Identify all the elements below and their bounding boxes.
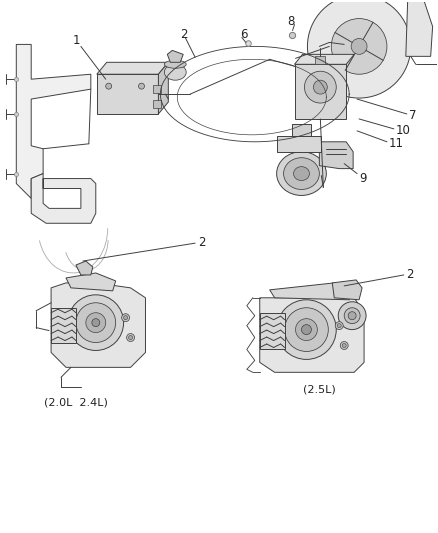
Text: 9: 9 [359, 172, 367, 185]
Text: 11: 11 [389, 138, 404, 150]
Ellipse shape [164, 64, 186, 80]
Circle shape [340, 342, 348, 350]
Circle shape [285, 308, 328, 351]
Circle shape [106, 83, 112, 89]
Circle shape [76, 303, 116, 343]
Circle shape [301, 325, 311, 335]
Polygon shape [294, 64, 346, 119]
Circle shape [68, 295, 124, 351]
Polygon shape [51, 308, 76, 343]
Text: 7: 7 [409, 109, 416, 123]
Circle shape [342, 343, 346, 348]
Text: 10: 10 [396, 124, 411, 138]
Polygon shape [260, 298, 364, 373]
Circle shape [277, 300, 336, 359]
Ellipse shape [283, 158, 319, 190]
Circle shape [331, 19, 387, 74]
Ellipse shape [277, 152, 326, 196]
Ellipse shape [293, 167, 309, 181]
Circle shape [304, 71, 336, 103]
Polygon shape [260, 313, 285, 350]
Polygon shape [76, 261, 93, 275]
Polygon shape [270, 283, 354, 300]
Polygon shape [66, 273, 116, 291]
Circle shape [344, 308, 360, 324]
Polygon shape [16, 44, 91, 198]
Circle shape [86, 313, 106, 333]
Circle shape [338, 302, 366, 329]
Circle shape [296, 319, 318, 341]
Circle shape [314, 80, 327, 94]
Circle shape [337, 324, 341, 328]
Polygon shape [97, 62, 168, 74]
Circle shape [127, 334, 134, 342]
Circle shape [124, 316, 127, 320]
Circle shape [92, 319, 100, 327]
Text: 2: 2 [180, 28, 188, 41]
Circle shape [307, 0, 411, 98]
Polygon shape [319, 142, 353, 168]
Text: 2: 2 [198, 236, 205, 249]
Text: 2: 2 [406, 269, 413, 281]
Polygon shape [277, 136, 321, 152]
Text: 8: 8 [288, 15, 295, 28]
Text: (2.0L  2.4L): (2.0L 2.4L) [44, 397, 108, 407]
Circle shape [122, 314, 130, 321]
Polygon shape [31, 174, 96, 223]
Polygon shape [332, 280, 362, 300]
Circle shape [138, 83, 145, 89]
Bar [153, 100, 161, 108]
Bar [315, 56, 325, 64]
Polygon shape [406, 0, 433, 56]
Text: (2.5L): (2.5L) [303, 384, 336, 394]
Ellipse shape [164, 60, 186, 68]
Circle shape [348, 312, 356, 320]
Text: 1: 1 [73, 34, 81, 47]
Circle shape [351, 38, 367, 54]
Bar [153, 85, 161, 93]
Polygon shape [294, 54, 354, 64]
Polygon shape [51, 283, 145, 367]
Circle shape [335, 321, 343, 329]
Circle shape [129, 336, 133, 340]
Polygon shape [167, 51, 183, 62]
Text: 6: 6 [240, 28, 247, 41]
Polygon shape [159, 62, 168, 114]
Polygon shape [292, 124, 311, 136]
Polygon shape [97, 74, 159, 114]
